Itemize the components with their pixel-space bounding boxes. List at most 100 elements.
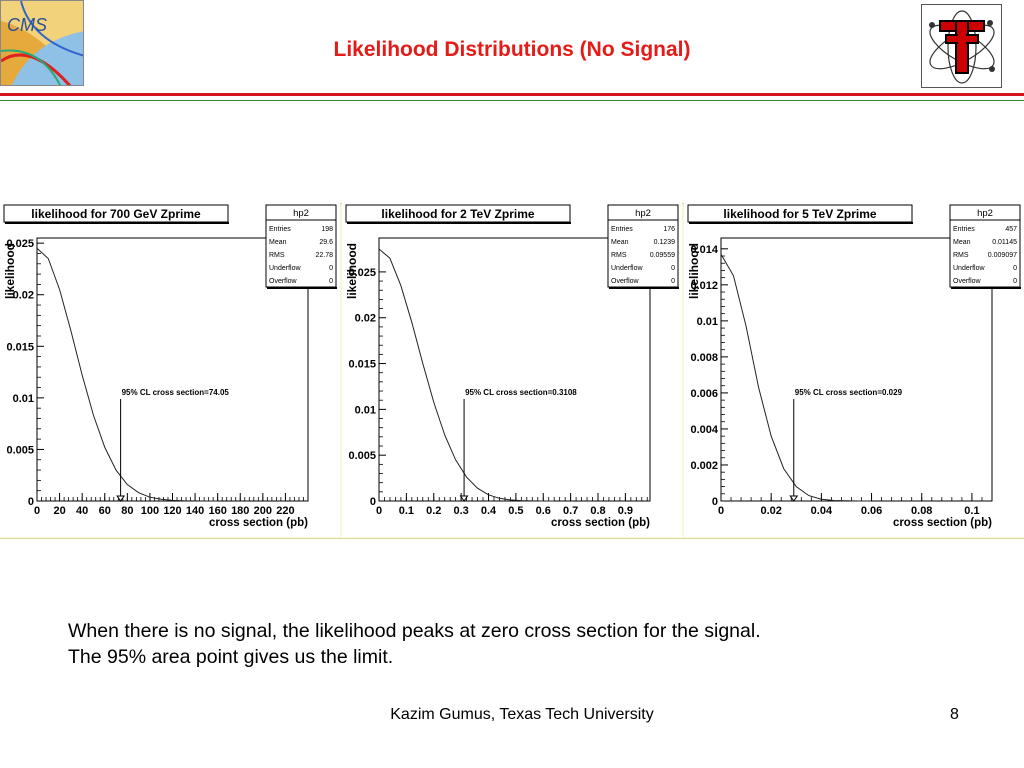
x-tick-label: 60 (99, 505, 111, 517)
stats-label: Entries (269, 226, 291, 233)
x-tick-label: 0.04 (811, 505, 833, 517)
x-tick-label: 20 (53, 505, 65, 517)
stats-value: 198 (321, 226, 333, 233)
stats-label: Mean (953, 239, 971, 246)
stats-label: Mean (269, 239, 287, 246)
stats-label: RMS (611, 252, 627, 259)
stats-value: 22.78 (315, 252, 333, 259)
stats-name: hp2 (977, 208, 993, 219)
x-tick-label: 200 (254, 505, 272, 517)
x-tick-label: 0.8 (590, 505, 605, 517)
y-tick-label: 0.01 (697, 316, 718, 328)
stats-value: 0.01145 (992, 239, 1017, 246)
stats-label: Underflow (269, 265, 301, 272)
x-tick-label: 0.1 (399, 505, 414, 517)
y-tick-label: 0.012 (690, 280, 718, 292)
stats-value: 0 (1013, 278, 1017, 285)
x-axis-label: cross section (pb) (551, 517, 650, 529)
stats-value: 0 (329, 265, 333, 272)
likelihood-curve (36, 247, 218, 502)
stats-box-frame (607, 204, 679, 288)
stats-value: 0.1239 (654, 239, 676, 246)
x-tick-label: 120 (163, 505, 181, 517)
x-tick-label: 0 (34, 505, 40, 517)
chart-panel-700gev: likelihood for 700 GeV Zprime hp2 Entries 1… (0, 203, 340, 537)
x-tick-label: 0.3 (453, 505, 468, 517)
body-line-2: The 95% area point gives us the limit. (68, 646, 394, 668)
stats-label: Entries (953, 226, 975, 233)
y-tick-label: 0.01 (13, 393, 34, 405)
limit-annotation: 95% CL cross section=0.3108 (465, 388, 577, 397)
stats-value: 0 (329, 278, 333, 285)
x-tick-label: 0.6 (536, 505, 551, 517)
x-tick-label: 0.02 (760, 505, 781, 517)
y-tick-label: 0.002 (690, 460, 718, 472)
y-tick-label: 0.01 (355, 404, 376, 416)
x-tick-label: 0.08 (911, 505, 932, 517)
y-tick-label: 0.015 (6, 341, 34, 353)
y-tick-label: 0.02 (13, 290, 34, 302)
x-tick-label: 0.5 (508, 505, 523, 517)
stats-box-frame (949, 204, 1021, 288)
stats-value: 176 (663, 226, 675, 233)
limit-annotation: 95% CL cross section=0.029 (795, 388, 903, 397)
footer-text: Kazim Gumus, Texas Tech University (390, 706, 654, 723)
stats-value: 0.009097 (988, 252, 1017, 259)
chart-title: likelihood for 700 GeV Zprime (31, 207, 201, 221)
stats-name: hp2 (293, 208, 309, 219)
stats-label: RMS (953, 252, 969, 259)
x-tick-label: 100 (141, 505, 159, 517)
title-rule-red (0, 93, 1024, 96)
x-tick-label: 0.1 (964, 505, 979, 517)
y-axis-label: likelihood (345, 243, 359, 299)
body-text: When there is no signal, the likelihood … (68, 618, 1008, 670)
stats-label: Overflow (269, 278, 298, 285)
chart-title: likelihood for 2 TeV Zprime (381, 207, 534, 221)
y-tick-label: 0.004 (690, 424, 718, 436)
page-number: 8 (950, 706, 959, 723)
stats-value: 0 (671, 265, 675, 272)
y-tick-label: 0.005 (348, 450, 376, 462)
slide-title: Likelihood Distributions (No Signal) (333, 38, 691, 61)
x-tick-label: 0.4 (481, 505, 497, 517)
y-tick-label: 0 (712, 496, 718, 508)
y-tick-label: 0.015 (348, 359, 376, 371)
x-tick-label: 40 (76, 505, 88, 517)
x-tick-label: 180 (231, 505, 249, 517)
x-tick-label: 0 (718, 505, 724, 517)
stats-name: hp2 (635, 208, 651, 219)
y-axis-label: likelihood (3, 243, 17, 299)
stats-label: Underflow (611, 265, 643, 272)
chart-title: likelihood for 5 TeV Zprime (723, 207, 876, 221)
stats-label: Overflow (611, 278, 640, 285)
x-tick-label: 0.7 (563, 505, 578, 517)
cms-logo: CMS (0, 0, 84, 86)
chart-panel-5tev: likelihood for 5 TeV Zprime hp2 Entries 457… (684, 203, 1024, 537)
x-tick-label: 0.9 (618, 505, 633, 517)
y-tick-label: 0.005 (6, 444, 34, 456)
x-axis-label: cross section (pb) (893, 517, 992, 529)
x-tick-label: 0 (376, 505, 382, 517)
y-tick-label: 0.006 (690, 388, 718, 400)
title-rule-green (0, 100, 1024, 101)
stats-label: Underflow (953, 265, 985, 272)
y-tick-label: 0 (370, 496, 376, 508)
likelihood-curve (378, 248, 555, 502)
stats-value: 457 (1005, 226, 1017, 233)
body-line-1: When there is no signal, the likelihood … (68, 620, 761, 642)
x-tick-label: 0.2 (426, 505, 441, 517)
plot-frame (378, 237, 651, 502)
x-tick-label: 0.06 (861, 505, 882, 517)
cms-logo-text: CMS (7, 15, 47, 35)
stats-label: RMS (269, 252, 285, 259)
stats-label: Entries (611, 226, 633, 233)
y-tick-label: 0.008 (690, 352, 718, 364)
x-tick-label: 80 (121, 505, 133, 517)
stats-value: 0.09559 (650, 252, 675, 259)
